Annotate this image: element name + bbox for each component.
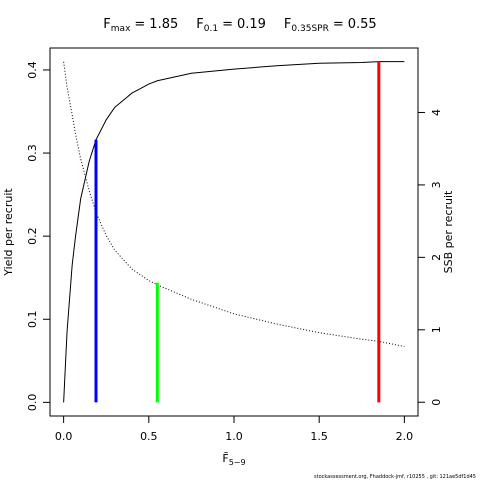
y-tick-label: 0.3 [26,144,39,162]
title-sign: = [134,17,145,32]
title-subscript: 0.1 [204,24,218,34]
curve [63,61,405,403]
title-symbol: F [284,17,291,32]
plot-frame [49,47,419,417]
x-tick-label: 2.0 [396,430,414,443]
y2-tick-label: 0 [430,399,443,406]
x-label-subscript: 5−9 [229,458,246,467]
curve [63,61,405,347]
y-tick-label: 0.2 [26,227,39,245]
title-sign: = [222,17,233,32]
y2-tick-label: 2 [430,254,443,261]
y2-tick-label: 4 [430,109,443,116]
title-value: 0.55 [348,17,377,32]
x-tick-label: 1.0 [225,430,243,443]
x-axis-label: F̄5−9 [222,452,245,467]
y2-tick-label: 3 [430,181,443,188]
x-tick-label: 0.0 [55,430,73,443]
y2-tick-label: 1 [430,326,443,333]
title-subscript: max [111,24,131,34]
footer: stockassessment.org, Fhaddock-jmf, r1025… [314,474,476,480]
y-tick-label: 0.4 [26,61,39,79]
title-symbol: F [196,17,203,32]
x-tick-label: 0.5 [140,430,158,443]
title-subscript: 0.35SPR [291,24,328,34]
title-value: 0.19 [237,17,266,32]
title-sign: = [333,17,344,32]
title-symbol: F [103,17,110,32]
x-tick-label: 1.5 [310,430,328,443]
y-axis-label: Yield per recruit [2,188,15,277]
y-tick-label: 0.1 [26,311,39,329]
x-label-symbol: F̄ [222,452,228,465]
y-tick-label: 0.0 [26,394,39,412]
y2-axis-label: SSB per recruit [442,190,455,273]
chart-title: Fmax = 1.85 F0.1 = 0.19 F0.35SPR = 0.55 [103,17,376,34]
title-value: 1.85 [149,17,178,32]
